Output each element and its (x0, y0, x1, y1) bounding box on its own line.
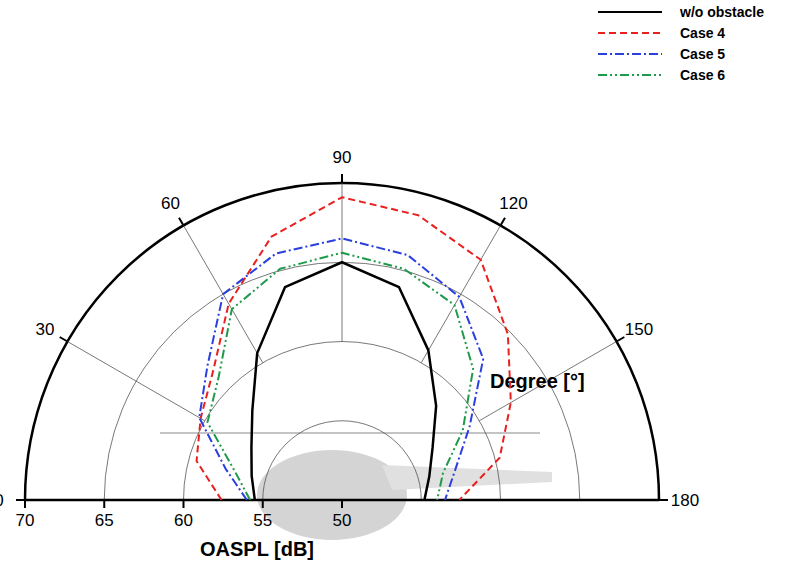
legend-label: Case 4 (680, 25, 725, 41)
legend-label: w/o obstacle (679, 4, 764, 20)
angle-tick (16, 499, 25, 501)
legend-label: Case 6 (680, 67, 725, 83)
radial-tick-label: 65 (95, 511, 114, 530)
legend-line (598, 32, 662, 34)
angle-tick (179, 218, 184, 226)
series-group (197, 197, 511, 500)
legend-line (598, 74, 662, 76)
radial-tick-label: 55 (253, 511, 272, 530)
angle-tick-label: 30 (35, 320, 54, 339)
legend: w/o obstacle Case 4 Case 5 Case 6 (598, 4, 764, 83)
angle-tick-label: 60 (161, 194, 180, 213)
angle-tick-label: 90 (333, 148, 352, 167)
angle-tick (659, 499, 668, 501)
radial-tick-label: 50 (333, 511, 352, 530)
outer-axis (25, 183, 659, 500)
series-line (251, 262, 436, 500)
series-line (207, 253, 473, 500)
grid-spoke (67, 342, 204, 421)
legend-label: Case 5 (680, 46, 725, 62)
radial-axis-title: OASPL [dB] (200, 538, 314, 560)
angle-tick (341, 174, 343, 183)
angle-tick (617, 337, 625, 342)
angle-tick (501, 218, 506, 226)
grid-circle (184, 342, 501, 501)
chart: 0 30 60 90 120 150 180 50 55 60 65 70 OASPL [dB] Degr… (0, 0, 800, 579)
aircraft-tail (382, 465, 552, 490)
aircraft-body (257, 450, 407, 540)
radial-tick (183, 500, 185, 508)
angle-tick-label: 150 (625, 320, 653, 339)
legend-line (598, 11, 662, 13)
angle-tick (60, 337, 68, 342)
aircraft-wing (160, 432, 540, 434)
radial-tick (262, 500, 264, 508)
angle-tick-label: 0 (0, 491, 4, 510)
legend-line (598, 53, 662, 55)
angle-tick-label: 180 (671, 491, 699, 510)
radial-tick-label: 60 (174, 511, 193, 530)
radial-tick (24, 500, 26, 508)
angle-axis-title: Degree [°] (490, 370, 585, 392)
radial-tick-label: 70 (16, 511, 35, 530)
grid-circle (263, 421, 422, 500)
angle-tick-label: 120 (499, 194, 527, 213)
radial-tick (103, 500, 105, 508)
radial-tick (341, 500, 343, 508)
grid-spoke (479, 342, 616, 421)
series-line (197, 197, 511, 500)
series-line (199, 238, 483, 500)
